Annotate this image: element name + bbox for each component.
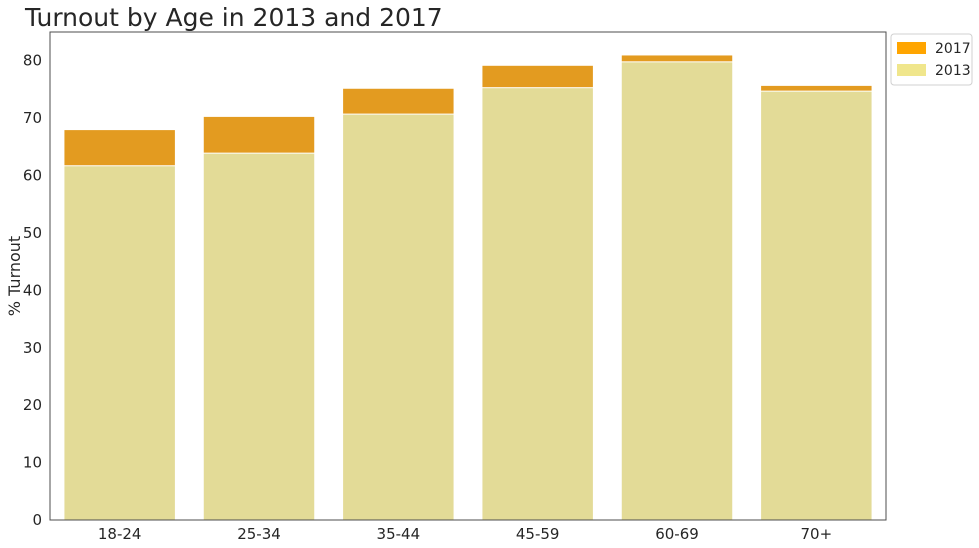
y-axis-label: % Turnout <box>5 236 24 316</box>
bar-2013-25-34 <box>202 152 316 521</box>
bar-2013-45-59 <box>481 87 594 521</box>
y-axis-ticks: 0 10 20 30 40 50 60 70 80 <box>23 52 42 529</box>
y-tick-label-30: 30 <box>23 339 42 357</box>
legend-label-2013: 2013 <box>935 63 971 79</box>
bar-2013-70+ <box>760 90 873 521</box>
plot-frame <box>49 31 887 521</box>
bar-2013-60-69 <box>620 61 734 521</box>
legend-label-2017: 2017 <box>935 41 971 57</box>
y-tick-label-80: 80 <box>23 52 42 70</box>
y-tick-label-10: 10 <box>23 454 42 472</box>
bars-group <box>63 54 873 521</box>
y-tick-label-70: 70 <box>23 109 42 127</box>
bar-2013-35-44 <box>342 113 455 521</box>
x-tick-label-25-34: 25-34 <box>237 525 281 543</box>
legend: 2017 2013 <box>890 33 973 86</box>
x-tick-label-60-69: 60-69 <box>655 525 699 543</box>
chart-title: Turnout by Age in 2013 and 2017 <box>24 3 443 32</box>
x-tick-label-35-44: 35-44 <box>377 525 421 543</box>
x-tick-label-70+: 70+ <box>801 525 833 543</box>
y-tick-label-60: 60 <box>23 167 42 185</box>
y-tick-label-50: 50 <box>23 224 42 242</box>
bar-2013-18-24 <box>63 165 176 521</box>
legend-swatch-2017 <box>897 42 926 54</box>
x-tick-label-18-24: 18-24 <box>98 525 142 543</box>
legend-swatch-2013 <box>897 64 926 76</box>
y-tick-label-20: 20 <box>23 396 42 414</box>
x-axis-ticks: 18-24 25-34 35-44 45-59 60-69 70+ <box>98 525 832 543</box>
y-tick-label-0: 0 <box>32 511 42 529</box>
y-tick-label-40: 40 <box>23 281 42 299</box>
x-tick-label-45-59: 45-59 <box>516 525 560 543</box>
